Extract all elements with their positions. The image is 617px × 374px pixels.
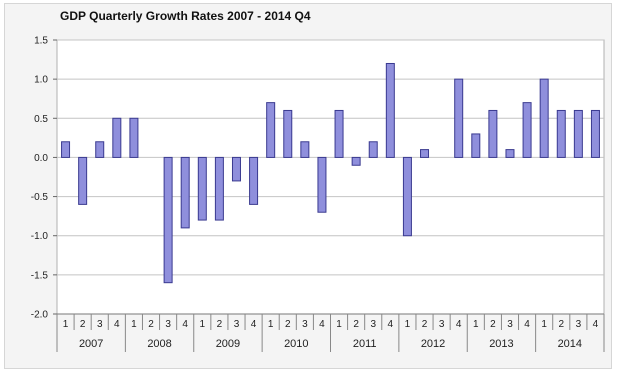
quarter-label: 3 (165, 319, 171, 330)
quarter-label: 2 (217, 319, 223, 330)
quarter-label: 1 (405, 319, 411, 330)
quarter-label: 2 (422, 319, 428, 330)
quarter-label: 3 (370, 319, 376, 330)
bar (368, 141, 378, 158)
bar (300, 141, 310, 158)
bar (556, 109, 566, 158)
bar (231, 156, 241, 182)
quarter-label: 1 (336, 319, 342, 330)
quarter-label: 4 (524, 319, 530, 330)
bar (402, 156, 412, 237)
quarter-label: 4 (319, 319, 325, 330)
quarter-label: 1 (541, 319, 547, 330)
quarter-label: 3 (507, 319, 513, 330)
quarter-label: 1 (473, 319, 479, 330)
y-tick-label: -2.0 (31, 310, 49, 321)
bar (266, 102, 276, 158)
quarter-label: 4 (182, 319, 188, 330)
quarter-label: 1 (63, 319, 69, 330)
quarter-label: 2 (353, 319, 359, 330)
bar (334, 109, 344, 158)
quarter-label: 4 (251, 319, 257, 330)
bar (471, 133, 481, 158)
bar (539, 78, 549, 158)
quarter-label: 3 (302, 319, 308, 330)
y-tick-label: 1.5 (34, 36, 48, 47)
quarter-label: 1 (131, 319, 137, 330)
y-tick-label: -1.0 (31, 231, 49, 242)
quarter-label: 2 (490, 319, 496, 330)
bar (283, 109, 293, 158)
y-tick-label: -0.5 (31, 192, 49, 203)
quarter-label: 1 (200, 319, 206, 330)
quarter-label: 4 (456, 319, 462, 330)
year-label: 2009 (216, 338, 240, 350)
quarter-label: 3 (234, 319, 240, 330)
bar (351, 156, 361, 166)
y-tick-label: 1.0 (34, 75, 48, 86)
quarter-label: 4 (593, 319, 599, 330)
year-label: 2010 (284, 338, 308, 350)
year-label: 2008 (147, 338, 171, 350)
quarter-label: 1 (268, 319, 274, 330)
bar (317, 156, 327, 213)
quarter-label: 2 (148, 319, 154, 330)
year-label: 2013 (489, 338, 513, 350)
bar (420, 149, 430, 158)
quarter-label: 3 (97, 319, 103, 330)
chart-title: GDP Quarterly Growth Rates 2007 - 2014 Q… (60, 9, 311, 23)
bar (249, 156, 259, 205)
bar (78, 156, 88, 205)
bar (522, 102, 532, 158)
quarter-label: 3 (439, 319, 445, 330)
bar (197, 156, 207, 221)
bars (61, 62, 600, 284)
quarter-label: 2 (558, 319, 564, 330)
bar (573, 109, 583, 158)
y-tick-label: -1.5 (31, 270, 49, 281)
bar (590, 109, 600, 158)
quarter-label: 2 (80, 319, 86, 330)
plot-area (56, 39, 605, 315)
bar (61, 141, 71, 158)
y-tick-label: 0.0 (34, 153, 48, 164)
quarter-label: 3 (576, 319, 582, 330)
bar (385, 62, 395, 158)
bar (163, 156, 173, 284)
bar (180, 156, 190, 229)
bar (112, 117, 122, 158)
year-label: 2011 (353, 338, 377, 350)
bar (454, 78, 464, 158)
y-axis: 1.5 1.0 0.5 0.0 -0.5 -1.0 -1.5 -2.0 (31, 36, 57, 321)
bar (488, 109, 498, 158)
bar (129, 117, 139, 158)
year-label: 2014 (558, 338, 582, 350)
quarter-label: 4 (114, 319, 120, 330)
bar (214, 156, 224, 221)
quarter-label: 4 (388, 319, 394, 330)
y-tick-label: 0.5 (34, 114, 48, 125)
year-label: 2012 (421, 338, 445, 350)
quarter-label: 2 (285, 319, 291, 330)
bar (505, 149, 515, 158)
year-label: 2007 (79, 338, 103, 350)
bar (95, 141, 105, 158)
